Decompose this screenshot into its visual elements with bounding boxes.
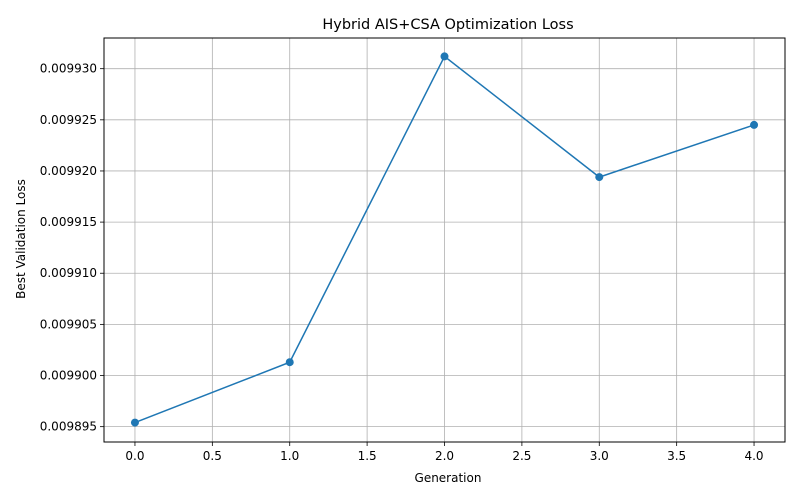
x-tick-label: 0.0 xyxy=(125,449,144,463)
chart-title: Hybrid AIS+CSA Optimization Loss xyxy=(322,17,573,33)
y-tick-label: 0.009905 xyxy=(40,317,97,331)
series-layer xyxy=(130,52,759,427)
data-point xyxy=(130,418,139,427)
data-point xyxy=(595,173,604,182)
y-tick-label: 0.009895 xyxy=(40,420,97,434)
y-tick-label: 0.009930 xyxy=(40,62,97,76)
x-tick-label: 1.5 xyxy=(358,449,377,463)
y-tick-label: 0.009910 xyxy=(40,266,97,280)
y-axis-title: Best Validation Loss xyxy=(14,179,28,299)
x-tick-label: 4.0 xyxy=(744,449,763,463)
grid-lines xyxy=(104,38,785,442)
data-point xyxy=(285,358,294,367)
x-tick-label: 2.0 xyxy=(435,449,454,463)
y-tick-label: 0.009925 xyxy=(40,113,97,127)
x-tick-label: 1.0 xyxy=(280,449,299,463)
y-tick-label: 0.009920 xyxy=(40,164,97,178)
x-axis-title: Generation xyxy=(415,471,482,485)
y-tick-label: 0.009900 xyxy=(40,369,97,383)
data-point xyxy=(750,120,759,129)
data-point xyxy=(440,52,449,61)
y-tick-label: 0.009915 xyxy=(40,215,97,229)
x-tick-label: 0.5 xyxy=(203,449,222,463)
x-tick-label: 3.0 xyxy=(590,449,609,463)
axis-ticks: 0.0 0.5 1.0 1.5 2.0 2.5 3.0 3.5 4.0 0.009895 0.009… xyxy=(40,62,764,463)
x-tick-label: 3.5 xyxy=(667,449,686,463)
x-tick-label: 2.5 xyxy=(512,449,531,463)
